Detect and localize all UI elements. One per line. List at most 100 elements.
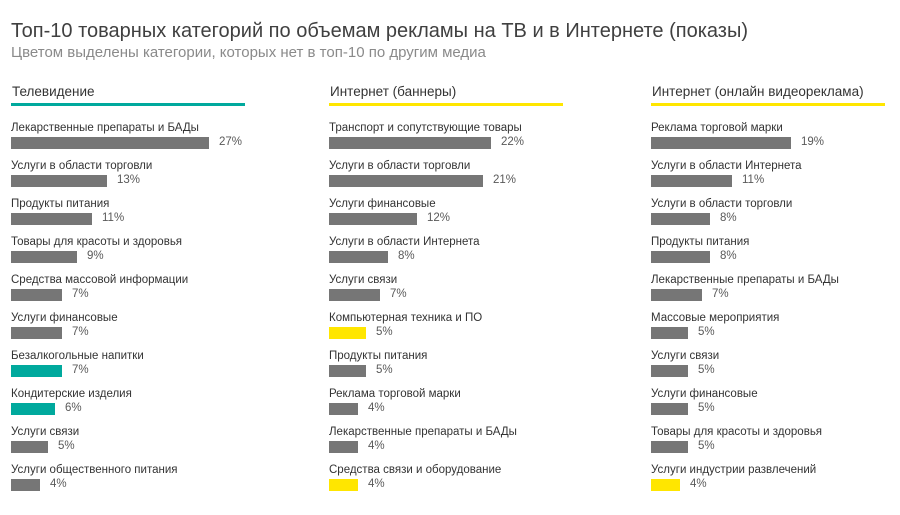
value-label: 4% xyxy=(368,402,385,414)
bar-row: Продукты питания 11% xyxy=(11,198,251,236)
bar xyxy=(11,137,209,149)
category-label: Лекарственные препараты и БАДы xyxy=(11,122,199,134)
bar xyxy=(11,403,55,415)
bar xyxy=(11,213,92,225)
category-label: Компьютерная техника и ПО xyxy=(329,312,483,324)
bar xyxy=(651,365,688,377)
bar-row: Услуги связи 5% xyxy=(651,350,891,388)
category-label: Продукты питания xyxy=(651,236,750,248)
value-label: 4% xyxy=(368,478,385,490)
value-label: 13% xyxy=(117,174,141,186)
value-label: 7% xyxy=(72,288,89,300)
bar-row: Лекарственные препараты и БАДы 4% xyxy=(329,426,569,464)
bar xyxy=(329,213,417,225)
bar xyxy=(11,441,48,453)
bar xyxy=(651,441,688,453)
category-label: Услуги в области Интернета xyxy=(329,236,480,248)
bar xyxy=(651,175,732,187)
bar xyxy=(329,403,358,415)
category-label: Товары для красоты и здоровья xyxy=(651,426,823,438)
value-label: 5% xyxy=(376,364,393,376)
bar xyxy=(651,403,688,415)
value-label: 7% xyxy=(72,326,89,338)
bar xyxy=(329,251,388,263)
category-label: Массовые мероприятия xyxy=(651,312,780,324)
value-label: 4% xyxy=(368,440,385,452)
value-label: 4% xyxy=(690,478,707,490)
value-label: 11% xyxy=(102,212,125,224)
category-label: Услуги общественного питания xyxy=(11,464,178,476)
value-label: 12% xyxy=(427,212,451,224)
bar-row: Лекарственные препараты и БАДы 7% xyxy=(651,274,891,312)
bar xyxy=(329,289,380,301)
category-label: Реклама торговой марки xyxy=(329,388,461,400)
bar xyxy=(11,251,77,263)
bar-row: Товары для красоты и здоровья 5% xyxy=(651,426,891,464)
bar-row: Услуги финансовые 5% xyxy=(651,388,891,426)
value-label: 19% xyxy=(801,136,825,148)
category-label: Продукты питания xyxy=(11,198,110,210)
value-label: 5% xyxy=(58,440,75,452)
bar xyxy=(329,479,358,491)
value-label: 27% xyxy=(219,136,243,148)
category-label: Услуги связи xyxy=(11,426,80,438)
bar-row: Услуги в области торговли 21% xyxy=(329,160,569,198)
bar-row: Услуги финансовые 12% xyxy=(329,198,569,236)
category-label: Товары для красоты и здоровья xyxy=(11,236,183,248)
bar-row: Услуги финансовые 7% xyxy=(11,312,251,350)
value-label: 5% xyxy=(698,326,715,338)
panel-header-underline xyxy=(329,103,563,106)
category-label: Безалкогольные напитки xyxy=(11,350,144,362)
bar xyxy=(651,479,680,491)
value-label: 21% xyxy=(493,174,517,186)
bar-row: Средства связи и оборудование 4% xyxy=(329,464,569,502)
chart-title: Топ-10 товарных категорий по объемам рек… xyxy=(11,20,748,42)
bar-row: Лекарственные препараты и БАДы 27% xyxy=(11,122,251,160)
bar-row: Услуги связи 7% xyxy=(329,274,569,312)
bar-row: Кондитерские изделия 6% xyxy=(11,388,251,426)
panel-header: Телевидение xyxy=(12,84,95,99)
category-label: Услуги финансовые xyxy=(651,388,758,400)
bar-row: Продукты питания 8% xyxy=(651,236,891,274)
category-label: Услуги финансовые xyxy=(11,312,118,324)
bar-row: Безалкогольные напитки 7% xyxy=(11,350,251,388)
panel-tv: Телевидение Лекарственные препараты и БА… xyxy=(11,84,251,502)
bar-row: Реклама торговой марки 19% xyxy=(651,122,891,160)
bar xyxy=(651,251,710,263)
category-label: Услуги в области торговли xyxy=(329,160,471,172)
value-label: 7% xyxy=(72,364,89,376)
panel-header: Интернет (онлайн видеореклама) xyxy=(652,84,864,99)
value-label: 8% xyxy=(398,250,415,262)
bar xyxy=(329,327,366,339)
value-label: 22% xyxy=(501,136,525,148)
bar-row: Услуги в области Интернета 8% xyxy=(329,236,569,274)
value-label: 9% xyxy=(87,250,104,262)
panel-header: Интернет (баннеры) xyxy=(330,84,457,99)
category-label: Реклама торговой марки xyxy=(651,122,783,134)
panel-banners: Интернет (баннеры) Транспорт и сопутству… xyxy=(329,84,569,502)
category-label: Продукты питания xyxy=(329,350,428,362)
value-label: 8% xyxy=(720,212,737,224)
value-label: 8% xyxy=(720,250,737,262)
bar xyxy=(11,289,62,301)
value-label: 5% xyxy=(376,326,393,338)
bar-row: Услуги в области торговли 8% xyxy=(651,198,891,236)
bar-row: Компьютерная техника и ПО 5% xyxy=(329,312,569,350)
value-label: 5% xyxy=(698,402,715,414)
bar-row: Услуги в области Интернета 11% xyxy=(651,160,891,198)
category-label: Услуги связи xyxy=(651,350,720,362)
bar-row: Услуги общественного питания 4% xyxy=(11,464,251,502)
bar-row: Товары для красоты и здоровья 9% xyxy=(11,236,251,274)
category-label: Средства связи и оборудование xyxy=(329,464,502,476)
bar-row: Массовые мероприятия 5% xyxy=(651,312,891,350)
bar xyxy=(11,479,40,491)
bar xyxy=(329,175,483,187)
bar xyxy=(11,365,62,377)
category-label: Кондитерские изделия xyxy=(11,388,132,400)
panel-header-underline xyxy=(11,103,245,106)
bar xyxy=(651,137,791,149)
bar-row: Продукты питания 5% xyxy=(329,350,569,388)
bar-row: Услуги индустрии развлечений 4% xyxy=(651,464,891,502)
value-label: 7% xyxy=(712,288,729,300)
